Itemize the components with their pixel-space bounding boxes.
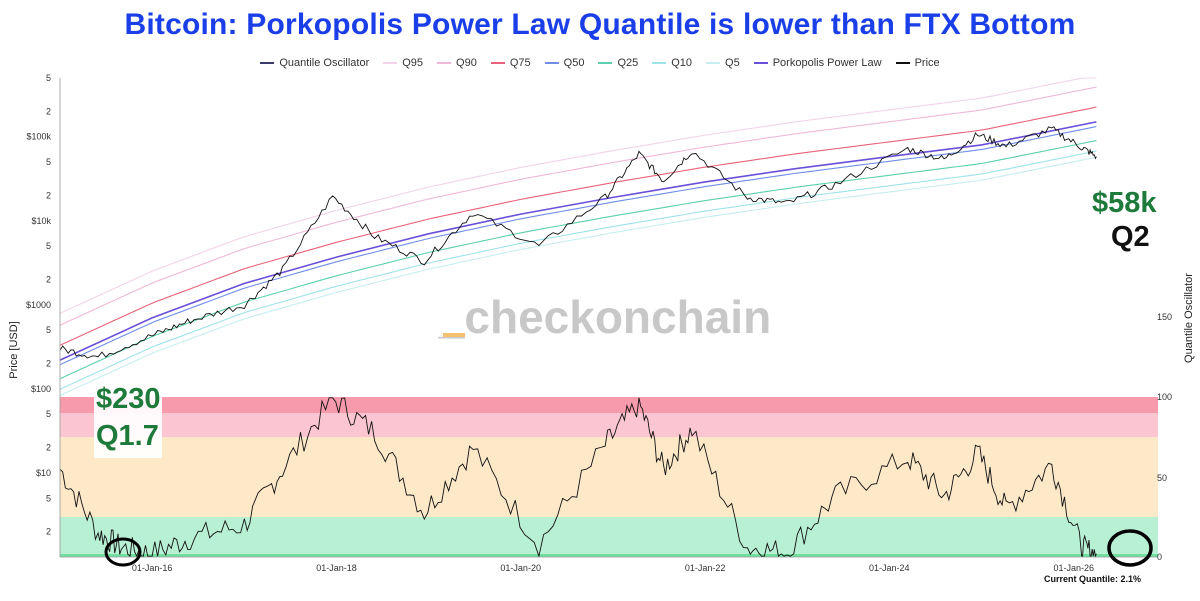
- legend-swatch: [895, 62, 910, 64]
- y-tick-label: 5: [46, 73, 51, 83]
- quantile-band: [60, 397, 1158, 413]
- legend-swatch: [652, 62, 667, 64]
- current-quantile-label: Current Quantile: 2.1%: [1044, 574, 1141, 584]
- legend-label: Q10: [671, 57, 693, 69]
- right-price-annotation: $58k: [1092, 187, 1157, 219]
- y-tick-label: 5: [46, 325, 51, 335]
- y-tick-label: $10: [36, 468, 51, 478]
- legend-item: Porkopolis Power Law: [753, 57, 882, 69]
- legend-item: Q50: [544, 57, 585, 69]
- price-line: [59, 126, 1097, 359]
- y-tick-label: 5: [46, 241, 51, 251]
- legend-swatch: [544, 62, 559, 64]
- legend-swatch: [706, 62, 721, 64]
- legend-swatch: [490, 62, 505, 64]
- power-law-curve: [59, 121, 1097, 361]
- legend-label: Porkopolis Power Law: [772, 57, 882, 69]
- q90-curve: [59, 86, 1097, 326]
- x-tick-label: 01-Jan-24: [869, 563, 910, 573]
- q25-curve: [59, 140, 1097, 380]
- price-path: [59, 126, 1097, 359]
- legend-label: Price: [914, 57, 940, 69]
- y-tick-label: 5: [46, 157, 51, 167]
- x-tick-label: 01-Jan-26: [1053, 563, 1094, 573]
- y-tick-label: 2: [46, 275, 51, 285]
- legend-label: Q50: [563, 57, 585, 69]
- left-annotation-box: [94, 382, 162, 458]
- legend-item: Price: [895, 57, 940, 69]
- left-price-annotation: $230: [96, 383, 161, 415]
- y2-tick-label: 100: [1157, 392, 1172, 402]
- legend-label: Q5: [725, 57, 740, 69]
- y-ticks: 2 5 $10 2 5 $100 2 5 $1000 2 5 $10k 2 5 $100k 2 5: [26, 73, 52, 537]
- quantile-curves: [59, 77, 1097, 396]
- quantile-band: [60, 553, 1158, 557]
- q5-curve: [59, 156, 1097, 396]
- quantile-band: [60, 413, 1158, 437]
- y-axis-label: Price [USD]: [8, 321, 20, 378]
- watermark-underscore-accent: [443, 333, 465, 337]
- legend-swatch: [260, 62, 275, 64]
- legend-label: Q25: [617, 57, 639, 69]
- right-quantile-annotation: Q2: [1111, 221, 1150, 253]
- y-tick-label: 5: [46, 493, 51, 503]
- q50-curve: [59, 126, 1097, 366]
- y-tick-label: 2: [46, 443, 51, 453]
- legend-swatch: [753, 62, 768, 64]
- q95-curve: [59, 77, 1097, 314]
- y-tick-label: 2: [46, 190, 51, 200]
- chart-title: Bitcoin: Porkopolis Power Law Quantile i…: [124, 8, 1076, 41]
- y-tick-label: 5: [46, 409, 51, 419]
- watermark: _checkonchain: [438, 291, 771, 343]
- x-ticks: 01-Jan-16 01-Jan-18 01-Jan-20 01-Jan-22 01-J…: [132, 563, 1094, 573]
- legend-label: Q75: [509, 57, 531, 69]
- legend-item: Q25: [598, 57, 638, 69]
- y-tick-label: 2: [46, 359, 51, 369]
- legend-item: Q10: [652, 57, 692, 69]
- legend-label: Quantile Oscillator: [279, 57, 370, 69]
- chart-legend: Quantile Oscillator Q95 Q90 Q75 Q50 Q25 Q10 Q5 P…: [0, 57, 1200, 69]
- oscillator-path: [59, 397, 1097, 558]
- legend-swatch: [383, 62, 398, 64]
- y-tick-label: $100k: [26, 132, 51, 142]
- bottom-circle-right: [1107, 529, 1153, 567]
- y-tick-label: 2: [46, 106, 51, 116]
- quantile-band: [60, 437, 1158, 517]
- legend-swatch: [437, 62, 452, 64]
- legend-item: Q90: [437, 57, 477, 69]
- left-quantile-annotation: Q1.7: [96, 420, 159, 452]
- legend-item: Q5: [706, 57, 740, 69]
- y-tick-label: 2: [46, 527, 51, 537]
- quantile-oscillator-line: [59, 397, 1097, 558]
- q75-curve: [59, 106, 1097, 346]
- axes: [59, 78, 1158, 558]
- y2-tick-label: 50: [1157, 473, 1167, 483]
- y2-axis-label: Quantile Oscillator: [1183, 273, 1195, 363]
- bottom-circle-left: [104, 537, 142, 567]
- legend-label: Q90: [456, 57, 477, 69]
- legend-item: Q95: [383, 57, 423, 69]
- x-tick-label: 01-Jan-20: [500, 563, 541, 573]
- y-tick-label: $100: [31, 384, 51, 394]
- x-tick-label: 01-Jan-18: [316, 563, 357, 573]
- x-tick-label: 01-Jan-16: [132, 563, 173, 573]
- legend-swatch: [598, 62, 613, 64]
- y-tick-label: $1000: [26, 300, 51, 310]
- y2-ticks: 0 50 100 150: [1157, 312, 1172, 562]
- power-law-line: [59, 121, 1097, 361]
- legend-item: Q75: [490, 57, 531, 69]
- legend-label: Q95: [402, 57, 424, 69]
- y2-tick-label: 0: [1157, 552, 1162, 562]
- legend-item: Quantile Oscillator: [260, 57, 369, 69]
- y-tick-label: $10k: [31, 216, 51, 226]
- y2-tick-label: 150: [1157, 312, 1172, 322]
- quantile-bands: [60, 397, 1158, 557]
- x-tick-label: 01-Jan-22: [685, 563, 726, 573]
- q10-curve: [59, 150, 1097, 390]
